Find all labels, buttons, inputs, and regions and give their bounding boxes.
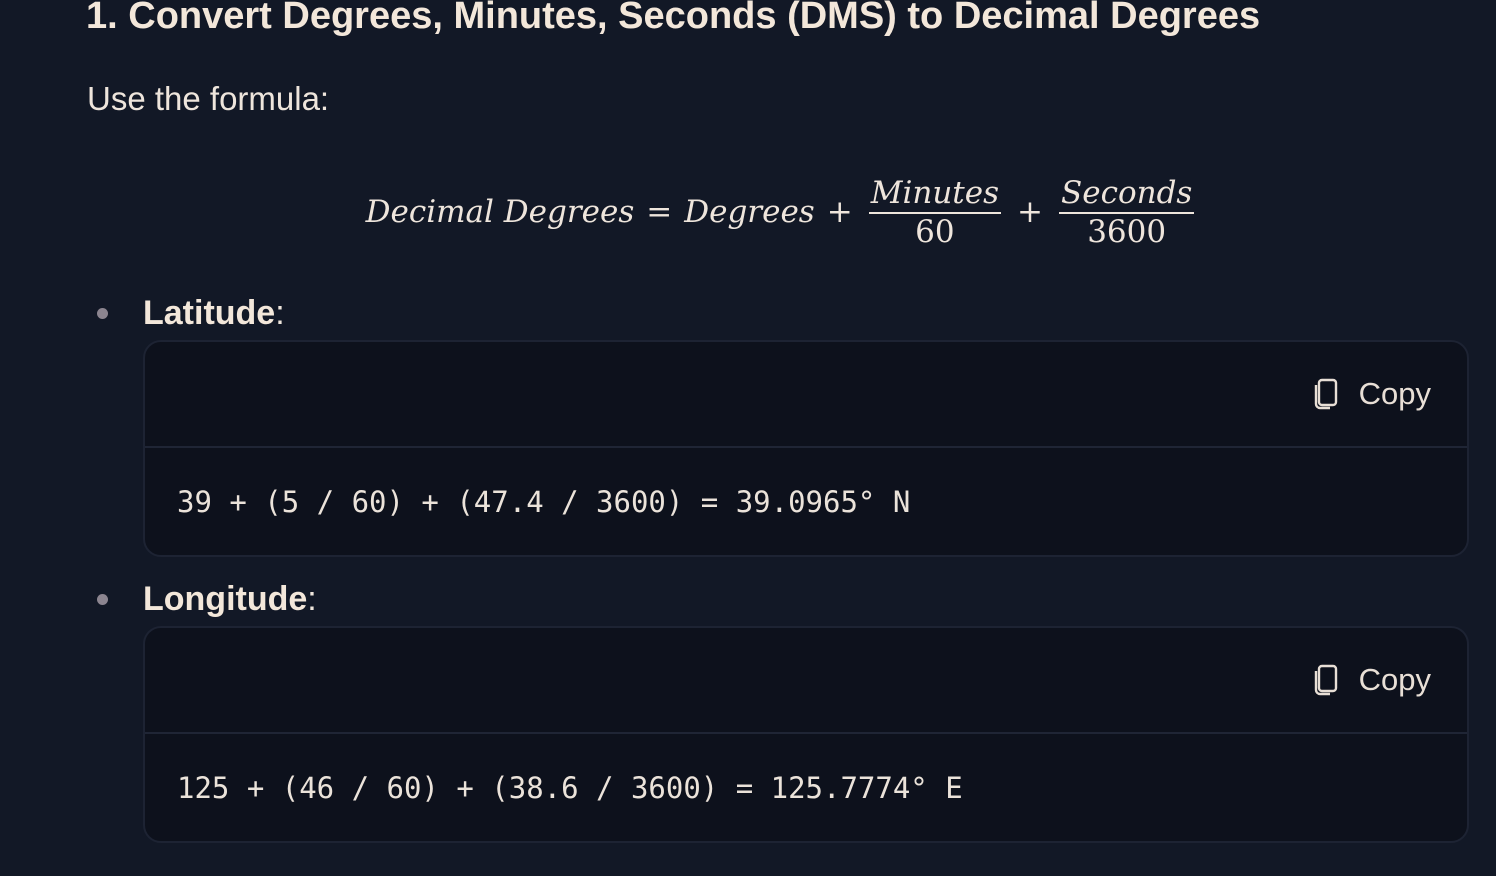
list-item-latitude: Latitude: (143, 293, 285, 333)
list-bullet (97, 308, 108, 319)
math-formula: Decimal Degrees = Degrees + Minutes 60 +… (0, 172, 1496, 252)
fraction-denominator: 3600 (1087, 213, 1167, 250)
list-item-label: Longitude (143, 580, 308, 618)
code-content: 39 + (5 / 60) + (47.4 / 3600) = 39.0965°… (177, 485, 911, 519)
copy-icon (1314, 664, 1337, 696)
fraction-numerator: Seconds (1059, 176, 1195, 214)
fraction-seconds: Seconds 3600 (1059, 176, 1195, 250)
label-colon: : (275, 294, 285, 332)
code-block-longitude: Copy 125 + (46 / 60) + (38.6 / 3600) = 1… (143, 626, 1469, 843)
copy-icon (1314, 378, 1337, 410)
copy-label: Copy (1358, 662, 1431, 697)
code-content: 125 + (46 / 60) + (38.6 / 3600) = 125.77… (177, 771, 963, 805)
list-item-longitude: Longitude: (143, 579, 317, 619)
copy-button[interactable]: Copy (1311, 660, 1431, 700)
intro-text: Use the formula: (87, 80, 330, 117)
copy-button[interactable]: Copy (1311, 374, 1431, 414)
code-block-latitude: Copy 39 + (5 / 60) + (47.4 / 3600) = 39.… (143, 340, 1469, 557)
list-item-label: Latitude (143, 294, 276, 332)
list-bullet (97, 594, 108, 605)
formula-lhs: Decimal Degrees (365, 194, 635, 230)
section-heading: 1. Convert Degrees, Minutes, Seconds (DM… (86, 0, 1261, 37)
fraction-denominator: 60 (915, 213, 955, 250)
copy-label: Copy (1358, 376, 1431, 411)
formula-equals: = (646, 194, 673, 230)
code-block-header: Copy (145, 628, 1467, 734)
formula-term-degrees: Degrees (684, 194, 815, 230)
formula-plus: + (826, 194, 853, 230)
formula-plus: + (1017, 194, 1043, 230)
fraction-minutes: Minutes 60 (868, 176, 1002, 250)
fraction-numerator: Minutes (868, 176, 1002, 214)
code-block-header: Copy (145, 342, 1467, 448)
label-colon: : (307, 580, 317, 618)
